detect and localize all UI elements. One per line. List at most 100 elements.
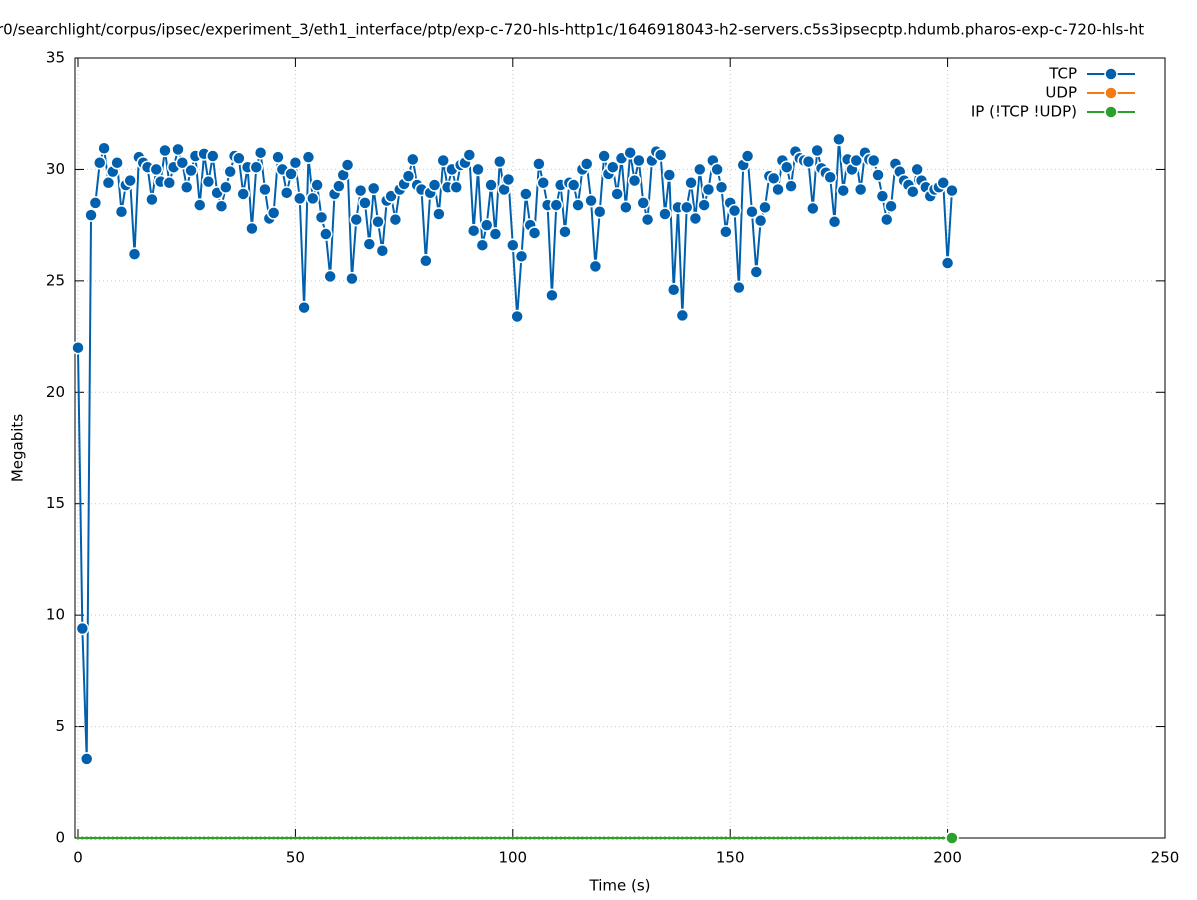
data-point — [898, 836, 902, 840]
data-point — [740, 149, 755, 163]
data-point — [388, 212, 403, 227]
data-point — [206, 836, 210, 840]
data-point — [550, 836, 554, 840]
data-point — [319, 227, 333, 241]
data-point — [784, 179, 798, 193]
data-point — [258, 182, 272, 197]
data-point — [276, 836, 280, 840]
data-point — [323, 269, 337, 284]
data-point — [662, 168, 677, 182]
data-point — [798, 836, 802, 840]
data-point — [849, 153, 864, 168]
data-point — [141, 836, 145, 840]
series-line — [77, 139, 953, 759]
data-point — [158, 143, 172, 158]
data-point — [598, 836, 602, 840]
data-point — [824, 836, 828, 840]
data-point — [110, 155, 124, 170]
data-point — [380, 836, 384, 840]
data-point — [402, 836, 406, 840]
data-point — [698, 836, 702, 840]
data-point — [480, 836, 484, 840]
x-tick-label: 250 — [1151, 849, 1180, 867]
data-point — [145, 192, 159, 207]
data-point — [219, 180, 233, 195]
data-point — [493, 836, 497, 840]
data-point — [606, 160, 620, 174]
data-point — [889, 836, 893, 840]
data-point — [371, 215, 385, 229]
data-point — [506, 238, 520, 252]
data-point — [915, 836, 919, 840]
data-point — [519, 836, 523, 840]
data-point — [802, 836, 806, 840]
data-point — [924, 836, 928, 840]
data-point — [785, 836, 789, 840]
data-point — [823, 170, 837, 184]
data-point — [584, 193, 598, 208]
data-point — [654, 836, 658, 840]
data-point — [920, 836, 924, 840]
data-point — [111, 836, 115, 840]
data-point — [506, 836, 510, 840]
data-point — [637, 836, 641, 840]
data-point — [701, 182, 716, 197]
data-point — [524, 836, 528, 840]
data-point — [228, 836, 232, 840]
data-point — [311, 836, 315, 840]
data-point — [167, 836, 171, 840]
data-point — [741, 836, 745, 840]
data-point — [745, 205, 759, 219]
data-point — [128, 836, 132, 840]
data-point — [80, 836, 84, 840]
data-point — [519, 187, 533, 201]
data-point — [349, 212, 364, 227]
data-point — [579, 157, 594, 171]
data-point — [650, 836, 654, 840]
data-point — [192, 198, 207, 212]
data-point — [172, 836, 176, 840]
data-point — [284, 167, 298, 181]
data-point — [602, 836, 606, 840]
data-point — [237, 836, 241, 840]
data-point — [663, 836, 667, 840]
data-point — [906, 836, 910, 840]
data-point — [449, 180, 464, 195]
data-point — [837, 836, 841, 840]
data-point — [549, 198, 564, 212]
data-point — [340, 158, 355, 172]
data-point — [893, 836, 897, 840]
data-point — [620, 836, 623, 840]
data-point — [124, 836, 128, 840]
data-point — [771, 182, 785, 197]
data-point — [137, 836, 141, 840]
data-point — [406, 836, 410, 840]
data-point — [272, 836, 276, 840]
data-point — [850, 836, 854, 840]
data-point — [253, 145, 268, 160]
data-point — [353, 183, 368, 198]
data-point — [171, 142, 185, 157]
data-point — [362, 237, 377, 251]
data-point — [163, 836, 167, 840]
data-point — [193, 836, 197, 840]
data-point — [233, 836, 237, 840]
data-point — [746, 836, 750, 840]
data-point — [127, 247, 142, 261]
data-point — [149, 162, 164, 177]
x-tick-label: 150 — [716, 849, 745, 867]
data-point — [853, 182, 868, 197]
data-point — [928, 836, 932, 840]
data-point — [536, 176, 550, 190]
data-point — [106, 836, 110, 840]
data-point — [314, 210, 329, 225]
data-point — [806, 201, 820, 216]
data-point — [833, 836, 837, 840]
data-point — [724, 836, 728, 840]
data-point — [636, 196, 650, 210]
data-point — [324, 836, 328, 840]
data-point — [488, 227, 503, 241]
data-point — [76, 836, 80, 840]
data-point — [658, 207, 672, 221]
chart-title: r0/searchlight/corpus/ipsec/experiment_3… — [0, 21, 1144, 40]
